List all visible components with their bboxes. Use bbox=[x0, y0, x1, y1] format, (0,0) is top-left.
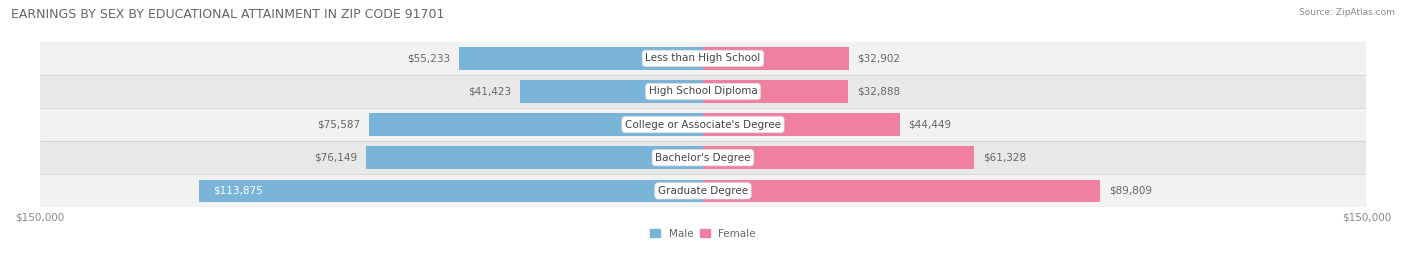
Bar bbox=[458, 47, 703, 70]
Legend: Male, Female: Male, Female bbox=[650, 229, 756, 239]
Text: High School Diploma: High School Diploma bbox=[648, 87, 758, 96]
Text: Source: ZipAtlas.com: Source: ZipAtlas.com bbox=[1299, 8, 1395, 17]
Text: $89,809: $89,809 bbox=[1109, 186, 1152, 196]
Bar bbox=[520, 80, 703, 103]
Bar bbox=[39, 75, 1367, 108]
Text: Graduate Degree: Graduate Degree bbox=[658, 186, 748, 196]
Text: Bachelor's Degree: Bachelor's Degree bbox=[655, 153, 751, 163]
Bar bbox=[39, 174, 1367, 207]
Text: $113,875: $113,875 bbox=[212, 186, 263, 196]
Bar bbox=[703, 180, 1099, 202]
Bar bbox=[39, 108, 1367, 141]
Text: College or Associate's Degree: College or Associate's Degree bbox=[626, 120, 780, 130]
Bar bbox=[200, 180, 703, 202]
Bar bbox=[39, 42, 1367, 75]
Bar bbox=[703, 47, 848, 70]
Bar bbox=[368, 113, 703, 136]
Text: Less than High School: Less than High School bbox=[645, 53, 761, 63]
Bar bbox=[366, 147, 703, 169]
Text: EARNINGS BY SEX BY EDUCATIONAL ATTAINMENT IN ZIP CODE 91701: EARNINGS BY SEX BY EDUCATIONAL ATTAINMEN… bbox=[11, 8, 444, 21]
Bar bbox=[703, 113, 900, 136]
Text: $55,233: $55,233 bbox=[406, 53, 450, 63]
Text: $61,328: $61,328 bbox=[983, 153, 1026, 163]
Text: $76,149: $76,149 bbox=[315, 153, 357, 163]
Text: $41,423: $41,423 bbox=[468, 87, 510, 96]
Bar bbox=[39, 141, 1367, 174]
Bar bbox=[703, 147, 974, 169]
Text: $44,449: $44,449 bbox=[908, 120, 952, 130]
Text: $32,902: $32,902 bbox=[858, 53, 900, 63]
Text: $75,587: $75,587 bbox=[316, 120, 360, 130]
Bar bbox=[703, 80, 848, 103]
Text: $32,888: $32,888 bbox=[858, 87, 900, 96]
